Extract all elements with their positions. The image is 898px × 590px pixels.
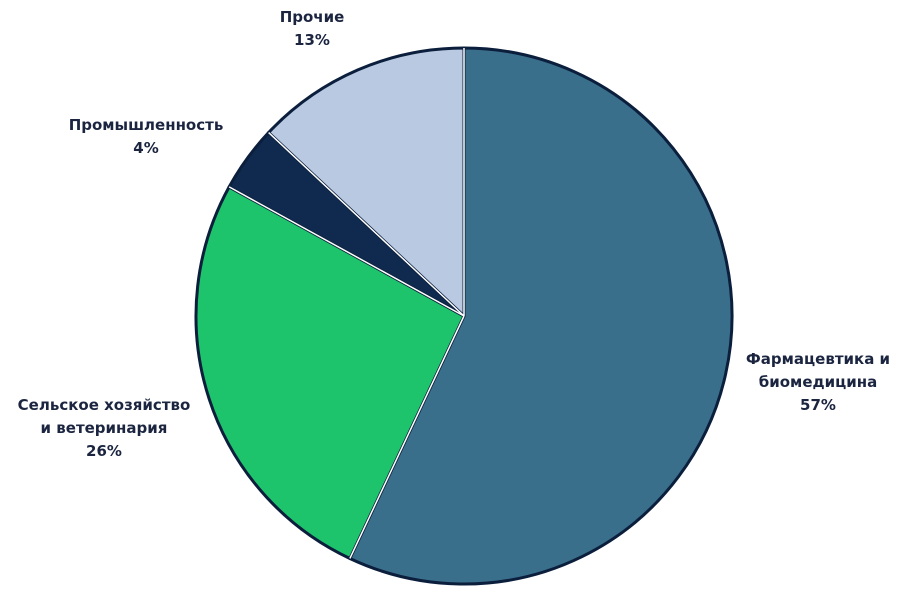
slice-value-label: 26% — [86, 442, 122, 460]
slice-divider-other — [268, 131, 465, 317]
labels-layer: Фармацевтика и биомедицина 57% Сельское хоз… — [18, 8, 890, 460]
slice-category-label: Сельское хозяйство — [18, 396, 191, 414]
slice-category-label: и ветеринария — [41, 419, 168, 437]
slice-value-label: 57% — [800, 396, 836, 414]
slice-label-industry: Промышленность 4% — [69, 116, 224, 157]
slices-layer — [194, 46, 734, 586]
slice-value-label: 13% — [294, 31, 330, 49]
slice-divider-agriculture — [349, 315, 465, 559]
pie-slice-pharma — [348, 46, 734, 586]
slice-category-label: Прочие — [280, 8, 345, 26]
slice-label-pharma: Фармацевтика и биомедицина 57% — [746, 350, 890, 414]
slice-divider-industry — [228, 186, 465, 317]
slice-value-label: 4% — [133, 139, 158, 157]
slice-category-label: Промышленность — [69, 116, 224, 134]
slice-label-other: Прочие 13% — [280, 8, 345, 49]
slice-category-label: биомедицина — [759, 373, 877, 391]
slice-category-label: Фармацевтика и — [746, 350, 890, 368]
slice-label-agriculture: Сельское хозяйство и ветеринария 26% — [18, 396, 191, 460]
pie-slice-other — [267, 46, 466, 318]
